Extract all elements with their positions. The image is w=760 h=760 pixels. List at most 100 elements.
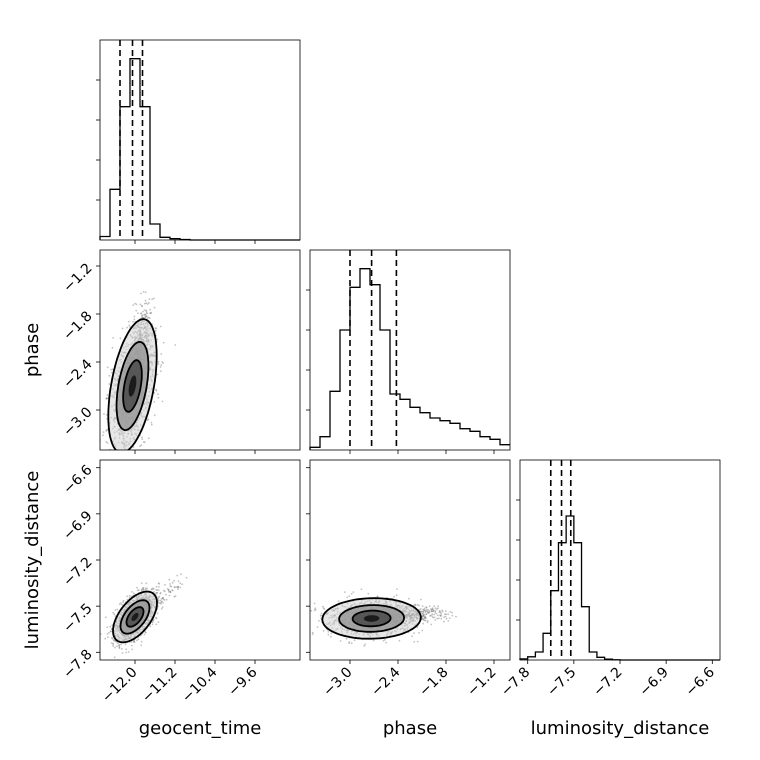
scatter-point — [139, 303, 142, 306]
scatter-point — [421, 617, 424, 620]
scatter-point — [320, 612, 323, 615]
scatter-point — [116, 645, 118, 648]
scatter-point — [118, 647, 121, 649]
scatter-point — [348, 642, 350, 645]
scatter-point — [429, 615, 431, 617]
scatter-point — [134, 302, 136, 305]
x-tick-label-phase-4: −1.2 — [464, 664, 499, 699]
scatter-point — [155, 616, 157, 619]
scatter-point — [104, 616, 107, 619]
scatter-point — [152, 618, 155, 621]
contour-level-2 — [115, 340, 150, 432]
scatter-point — [157, 361, 160, 363]
scatter-point — [156, 612, 159, 615]
scatter-point — [149, 625, 152, 628]
scatter-point — [157, 597, 160, 600]
scatter-point — [185, 576, 188, 579]
scatter-point — [145, 310, 148, 313]
scatter-point — [422, 610, 425, 613]
density-fill — [363, 615, 380, 622]
x-tick-label-phase-2: −2.4 — [368, 664, 403, 699]
scatter-point — [420, 610, 423, 613]
y-tick-label-luminosity-distance-3: −7.2 — [60, 554, 95, 589]
scatter-point — [181, 583, 184, 586]
scatter-point — [443, 620, 445, 623]
scatter-point — [173, 579, 175, 582]
scatter-point — [432, 616, 435, 619]
scatter-point — [176, 574, 179, 577]
scatter-panel-phase-vs-luminosity-distance — [304, 588, 457, 647]
scatter-point — [157, 586, 160, 588]
scatter-point — [122, 457, 124, 459]
scatter-point — [437, 605, 440, 607]
scatter-point — [323, 608, 326, 610]
scatter-point — [339, 640, 342, 642]
scatter-point — [432, 610, 435, 612]
scatter-point — [168, 594, 171, 597]
scatter-point — [425, 606, 428, 609]
scatter-point — [103, 413, 105, 415]
scatter-point — [102, 465, 104, 467]
scatter-point — [147, 418, 150, 420]
scatter-point — [131, 648, 134, 651]
scatter-point — [151, 588, 154, 591]
scatter-point — [120, 602, 122, 605]
scatter-point — [171, 589, 174, 591]
scatter-point — [118, 643, 120, 646]
scatter-point — [314, 607, 316, 610]
scatter-point — [141, 304, 143, 307]
y-tick-label-luminosity-distance-2: −7.5 — [60, 601, 95, 636]
scatter-point — [427, 609, 429, 611]
scatter-point — [160, 602, 162, 605]
scatter-point — [448, 617, 451, 620]
scatter-point — [144, 291, 147, 294]
scatter-point — [396, 588, 398, 590]
scatter-point — [140, 312, 143, 315]
scatter-point — [147, 437, 150, 440]
scatter-point — [142, 310, 145, 313]
scatter-point — [157, 393, 159, 396]
scatter-point — [423, 613, 425, 616]
scatter-point — [153, 401, 156, 403]
scatter-point — [376, 595, 379, 598]
scatter-point — [169, 585, 172, 588]
scatter-point — [141, 316, 144, 318]
scatter-point — [159, 370, 162, 372]
scatter-point — [136, 589, 139, 592]
scatter-point — [118, 645, 121, 648]
scatter-point — [157, 599, 160, 601]
scatter-point — [133, 318, 136, 321]
scatter-point — [159, 325, 162, 328]
scatter-point — [119, 337, 122, 340]
scatter-point — [344, 591, 346, 593]
scatter-point — [153, 414, 156, 417]
scatter-point — [416, 626, 419, 629]
scatter-point — [118, 603, 121, 606]
scatter-point — [424, 617, 427, 620]
scatter-point — [142, 587, 145, 590]
scatter-point — [422, 614, 425, 616]
scatter-point — [144, 302, 146, 305]
scatter-point — [168, 590, 170, 593]
scatter-point — [145, 312, 148, 314]
scatter-point — [145, 315, 147, 318]
scatter-point — [142, 290, 145, 293]
scatter-point — [422, 622, 424, 625]
scatter-point — [165, 593, 167, 596]
scatter-point — [420, 610, 423, 613]
scatter-point — [174, 344, 177, 346]
scatter-point — [102, 434, 104, 437]
scatter-point — [127, 451, 129, 453]
scatter-point — [422, 618, 425, 620]
scatter-point — [108, 631, 110, 634]
scatter-point — [152, 587, 154, 590]
scatter-point — [112, 451, 114, 453]
scatter-point — [304, 596, 306, 598]
scatter-point — [444, 610, 447, 613]
scatter-point — [121, 327, 124, 330]
scatter-point — [430, 614, 432, 617]
density-fill — [128, 375, 137, 397]
scatter-point — [120, 647, 123, 650]
scatter-point — [146, 312, 149, 315]
scatter-point — [451, 611, 453, 614]
